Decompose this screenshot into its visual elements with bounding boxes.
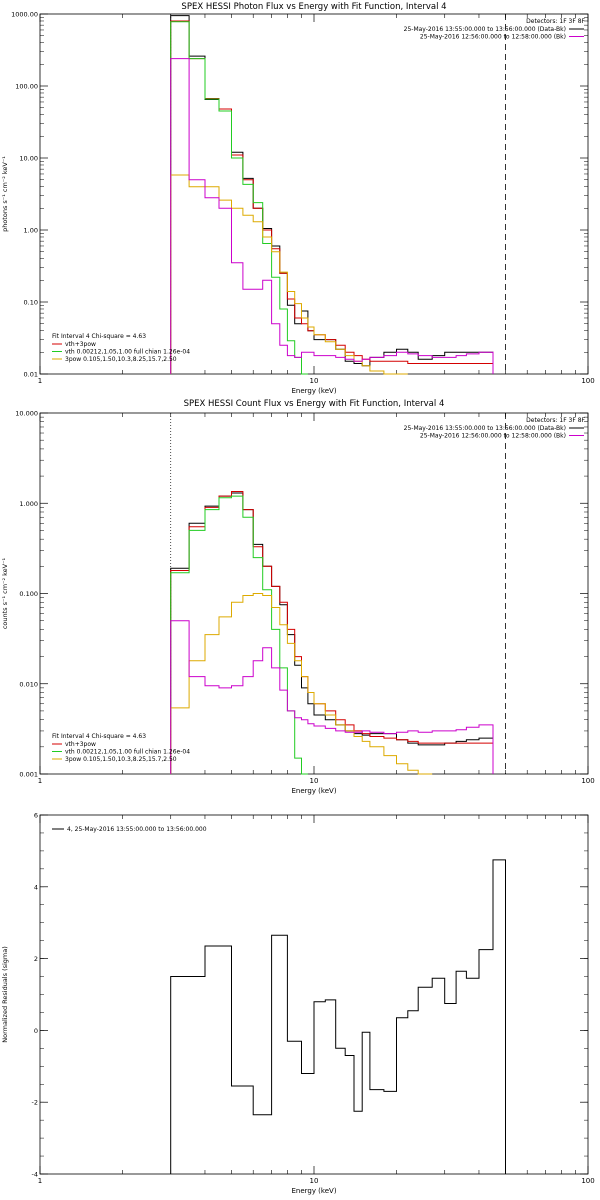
y-tick-label: 10.00 bbox=[19, 155, 38, 163]
x-tick-label: 100 bbox=[581, 1177, 594, 1185]
legend-fit-component: 3pow 0.105,1.50,10.3,8.25,15.7,2.50 bbox=[65, 756, 177, 763]
chart-title: SPEX HESSI Photon Flux vs Energy with Fi… bbox=[181, 2, 446, 12]
x-tick-label: 1 bbox=[38, 777, 42, 785]
legend-fit-component: vth 0.00212,1.05,1.00 full chian 1.26e-0… bbox=[65, 349, 190, 356]
chart-title: SPEX HESSI Count Flux vs Energy with Fit… bbox=[184, 399, 445, 409]
legend-detectors: Detectors: 1F 3F 8F bbox=[526, 417, 585, 424]
y-tick-label: 4 bbox=[34, 883, 38, 891]
legend-detectors: Detectors: 1F 3F 8F bbox=[526, 18, 585, 25]
legend-fit-component: vth+3pow bbox=[65, 341, 96, 348]
x-axis-label: Energy (keV) bbox=[291, 387, 336, 395]
series-5-histogram bbox=[170, 620, 494, 774]
chart-panel-1: SPEX HESSI Photon Flux vs Energy with Fi… bbox=[1, 2, 595, 395]
x-axis-label: Energy (keV) bbox=[291, 1187, 336, 1195]
y-axis-label: Normalized Residuals (sigma) bbox=[1, 946, 9, 1043]
y-tick-label: 1.00 bbox=[24, 227, 38, 235]
series-1-histogram bbox=[170, 859, 506, 1174]
legend-time-range: 25-May-2016 12:56:00.000 to 12:58:00.000… bbox=[420, 34, 566, 41]
x-tick-label: 100 bbox=[581, 377, 594, 385]
y-tick-label: 10.000 bbox=[15, 410, 38, 418]
legend-fit-component: 3pow 0.105,1.50,10.3,8.25,15.7,2.50 bbox=[65, 356, 177, 363]
y-tick-label: 100.00 bbox=[15, 83, 38, 91]
x-axis-label: Energy (keV) bbox=[291, 787, 336, 795]
y-axis-label: photons s⁻¹ cm⁻² keV⁻¹ bbox=[1, 156, 9, 232]
chart-panel-3: 1 10 100 -4 -2 0 2 4 6 Energy (keV) Normalized Res… bbox=[1, 812, 595, 1196]
legend-fit-component: vth 0.00212,1.05,1.00 full chian 1.26e-0… bbox=[65, 749, 190, 756]
y-tick-label: 2 bbox=[34, 955, 38, 963]
legend-fit-interval: Fit Interval 4 Chi-square = 4.63 bbox=[52, 333, 146, 340]
y-tick-label: 6 bbox=[34, 812, 38, 820]
y-tick-label: -4 bbox=[32, 1171, 38, 1179]
y-axis-label: counts s⁻¹ cm⁻² keV⁻¹ bbox=[1, 557, 9, 629]
y-tick-label: 1.000 bbox=[19, 500, 38, 508]
series-3-histogram bbox=[170, 21, 308, 375]
x-tick-label: 100 bbox=[581, 777, 594, 785]
series-4-histogram bbox=[170, 593, 433, 775]
x-tick-label: 10 bbox=[310, 777, 319, 785]
residuals-legend: 4, 25-May-2016 13:55:00.000 to 13:56:00.… bbox=[67, 826, 207, 833]
series-4-histogram bbox=[170, 174, 408, 375]
x-tick-label: 10 bbox=[310, 1177, 319, 1185]
legend-fit-interval: Fit Interval 4 Chi-square = 4.63 bbox=[52, 733, 146, 740]
legend-time-range: 25-May-2016 12:56:00.000 to 12:58:00.000… bbox=[420, 433, 566, 440]
chart-panel-2: SPEX HESSI Count Flux vs Energy with Fit… bbox=[1, 399, 595, 795]
y-tick-label: -2 bbox=[32, 1099, 38, 1107]
y-tick-label: 0.01 bbox=[24, 371, 38, 379]
x-tick-label: 1 bbox=[38, 1177, 42, 1185]
y-tick-label: 0 bbox=[34, 1027, 38, 1035]
legend-fit-component: vth+3pow bbox=[65, 741, 96, 748]
legend-time-range: 25-May-2016 13:55:00.000 to 13:56:00.000… bbox=[404, 425, 566, 432]
series-5-histogram bbox=[170, 58, 494, 374]
series-1-histogram bbox=[170, 492, 494, 774]
y-tick-label: 0.10 bbox=[24, 299, 38, 307]
y-tick-label: 0.010 bbox=[19, 680, 38, 688]
y-tick-label: 0.100 bbox=[19, 590, 38, 598]
y-tick-label: 1000.00 bbox=[11, 11, 38, 19]
x-tick-label: 1 bbox=[38, 377, 42, 385]
x-tick-label: 10 bbox=[310, 377, 319, 385]
legend-time-range: 25-May-2016 13:55:00.000 to 13:56:00.000… bbox=[404, 26, 566, 33]
y-tick-label: 0.001 bbox=[19, 771, 38, 779]
